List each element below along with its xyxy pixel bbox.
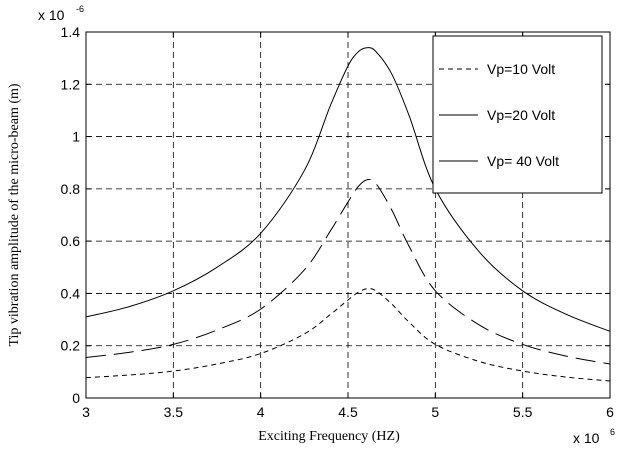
y-tick-label: 1.4 [61,24,81,40]
x-tick-label: 4 [257,404,265,420]
y-tick-label: 1 [72,129,80,145]
x-tick-label: 5 [431,404,439,420]
x-tick-label: 6 [606,404,614,420]
y-tick-label: 0.2 [61,338,81,354]
x-tick-label: 3.5 [164,404,184,420]
x-tick-label: 3 [82,404,90,420]
x-exponent-base: x 10 [573,430,600,446]
series-line-2 [85,178,611,365]
series-line-3 [85,47,611,332]
legend-label-1: Vp=10 Volt [487,61,555,77]
legend-label-2: Vp=20 Volt [487,107,555,123]
legend: Vp=10 Volt Vp=20 Volt Vp= 40 Volt [432,35,603,194]
y-axis-title: Tip vibration amplitude of the micro-bea… [7,83,22,346]
series-lines [85,47,611,382]
y-exponent-power: -6 [76,4,84,14]
x-tick-label: 4.5 [338,404,358,420]
legend-label-3: Vp= 40 Volt [487,153,559,169]
x-exponent-power: 6 [610,427,615,437]
x-axis-exponent: x 10 6 [573,427,615,446]
y-tick-label: 0 [72,390,80,406]
y-exponent-base: x 10 [38,7,65,23]
y-tick-label: 0.6 [61,233,81,249]
y-axis-exponent: x 10 -6 [38,4,84,23]
y-tick-label: 0.8 [61,181,81,197]
x-axis-title: Exciting Frequency (HZ) [258,429,400,444]
axis-ticks: 3 3.5 4 4.5 5 5.5 6 0 0.2 0.4 0.6 0.8 1 1.2 1.4 [61,24,615,420]
y-tick-label: 0.4 [61,285,81,301]
y-tick-label: 1.2 [61,76,81,92]
x-tick-label: 5.5 [513,404,533,420]
series-line-1 [85,288,611,382]
